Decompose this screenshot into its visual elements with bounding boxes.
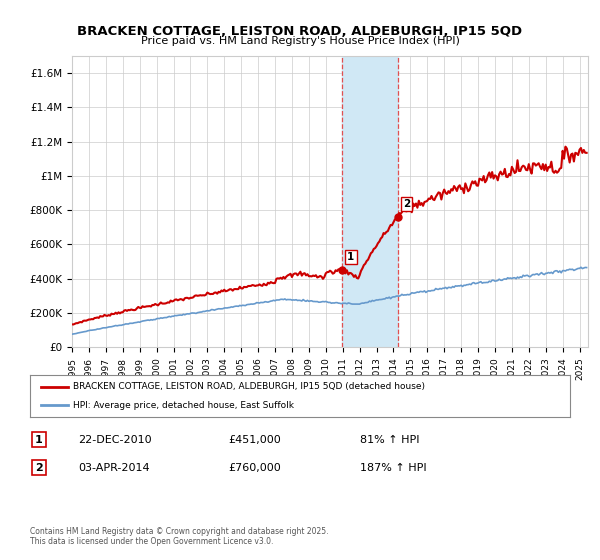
Text: 22-DEC-2010: 22-DEC-2010 bbox=[78, 435, 152, 445]
Text: £451,000: £451,000 bbox=[228, 435, 281, 445]
Text: Price paid vs. HM Land Registry's House Price Index (HPI): Price paid vs. HM Land Registry's House … bbox=[140, 36, 460, 46]
Text: 2: 2 bbox=[403, 199, 410, 209]
Text: BRACKEN COTTAGE, LEISTON ROAD, ALDEBURGH, IP15 5QD: BRACKEN COTTAGE, LEISTON ROAD, ALDEBURGH… bbox=[77, 25, 523, 38]
Text: 2: 2 bbox=[35, 463, 43, 473]
Text: 81% ↑ HPI: 81% ↑ HPI bbox=[360, 435, 419, 445]
Text: 187% ↑ HPI: 187% ↑ HPI bbox=[360, 463, 427, 473]
Text: 03-APR-2014: 03-APR-2014 bbox=[78, 463, 149, 473]
Text: 1: 1 bbox=[347, 251, 355, 262]
Text: BRACKEN COTTAGE, LEISTON ROAD, ALDEBURGH, IP15 5QD (detached house): BRACKEN COTTAGE, LEISTON ROAD, ALDEBURGH… bbox=[73, 382, 425, 391]
Bar bbox=[342, 56, 398, 347]
Text: 1: 1 bbox=[35, 435, 43, 445]
Text: Contains HM Land Registry data © Crown copyright and database right 2025.
This d: Contains HM Land Registry data © Crown c… bbox=[30, 526, 329, 546]
Text: £760,000: £760,000 bbox=[228, 463, 281, 473]
Text: HPI: Average price, detached house, East Suffolk: HPI: Average price, detached house, East… bbox=[73, 401, 294, 410]
